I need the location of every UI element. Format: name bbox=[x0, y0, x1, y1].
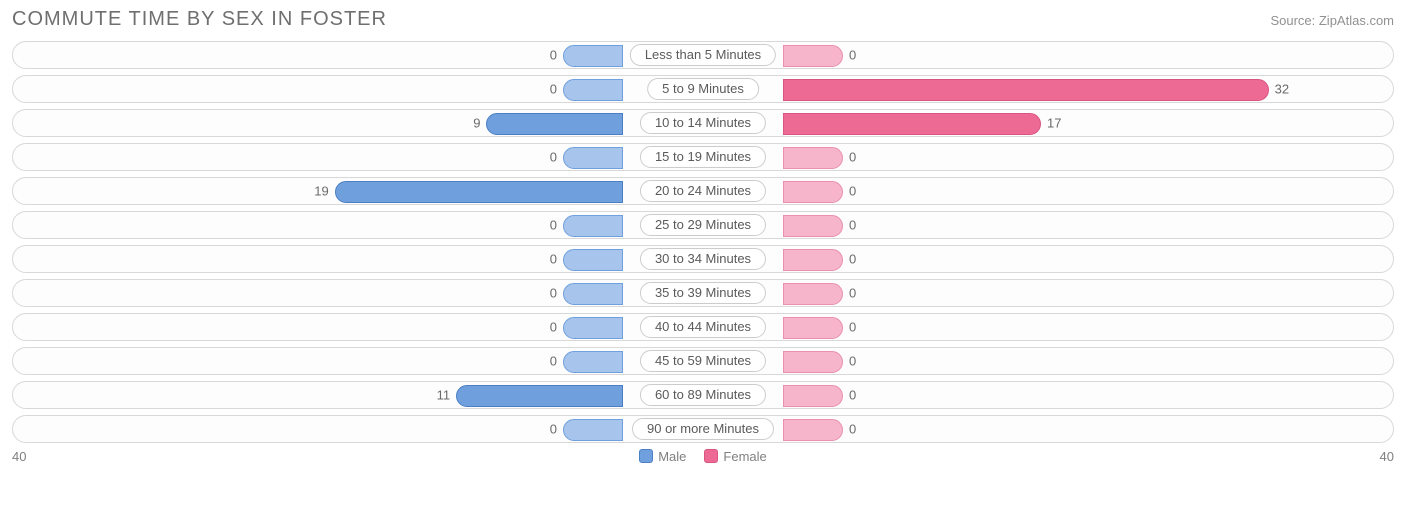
male-value: 0 bbox=[550, 286, 557, 301]
male-value: 0 bbox=[550, 320, 557, 335]
row-label: 40 to 44 Minutes bbox=[640, 316, 766, 338]
row-label: 30 to 34 Minutes bbox=[640, 248, 766, 270]
row-label: 5 to 9 Minutes bbox=[647, 78, 759, 100]
male-bar bbox=[563, 215, 623, 237]
female-value: 0 bbox=[849, 218, 856, 233]
chart-container: Commute Time by Sex in Foster Source: Zi… bbox=[0, 0, 1406, 470]
female-value: 0 bbox=[849, 286, 856, 301]
female-bar bbox=[783, 79, 1269, 101]
chart-row: 0 0 35 to 39 Minutes bbox=[12, 279, 1394, 307]
axis-right-max: 40 bbox=[1380, 449, 1394, 464]
female-value: 0 bbox=[849, 422, 856, 437]
female-value: 32 bbox=[1275, 82, 1289, 97]
chart-row: 0 0 25 to 29 Minutes bbox=[12, 211, 1394, 239]
chart-row: 0 0 30 to 34 Minutes bbox=[12, 245, 1394, 273]
male-value: 0 bbox=[550, 150, 557, 165]
chart-row: 0 0 90 or more Minutes bbox=[12, 415, 1394, 443]
male-value: 0 bbox=[550, 82, 557, 97]
female-value: 0 bbox=[849, 320, 856, 335]
legend-male: Male bbox=[639, 449, 686, 464]
male-bar bbox=[456, 385, 623, 407]
male-bar bbox=[486, 113, 623, 135]
chart-row: 0 32 5 to 9 Minutes bbox=[12, 75, 1394, 103]
chart-row: 0 0 40 to 44 Minutes bbox=[12, 313, 1394, 341]
female-value: 0 bbox=[849, 48, 856, 63]
male-value: 11 bbox=[437, 388, 451, 403]
female-value: 0 bbox=[849, 184, 856, 199]
row-label: 15 to 19 Minutes bbox=[640, 146, 766, 168]
row-label: 35 to 39 Minutes bbox=[640, 282, 766, 304]
chart-row: 11 0 60 to 89 Minutes bbox=[12, 381, 1394, 409]
legend-female-label: Female bbox=[723, 449, 766, 464]
male-value: 0 bbox=[550, 252, 557, 267]
male-value: 0 bbox=[550, 48, 557, 63]
row-label: 10 to 14 Minutes bbox=[640, 112, 766, 134]
male-bar bbox=[563, 351, 623, 373]
row-label: 45 to 59 Minutes bbox=[640, 350, 766, 372]
row-label: 60 to 89 Minutes bbox=[640, 384, 766, 406]
row-label: 90 or more Minutes bbox=[632, 418, 774, 440]
axis-left-max: 40 bbox=[12, 449, 26, 464]
female-bar bbox=[783, 215, 843, 237]
female-bar bbox=[783, 385, 843, 407]
row-label: 20 to 24 Minutes bbox=[640, 180, 766, 202]
female-bar bbox=[783, 249, 843, 271]
chart-row: 0 0 45 to 59 Minutes bbox=[12, 347, 1394, 375]
male-bar bbox=[563, 45, 623, 67]
chart-header: Commute Time by Sex in Foster Source: Zi… bbox=[12, 8, 1394, 31]
female-bar bbox=[783, 113, 1041, 135]
row-label: Less than 5 Minutes bbox=[630, 44, 776, 66]
chart-row: 19 0 20 to 24 Minutes bbox=[12, 177, 1394, 205]
male-bar bbox=[563, 317, 623, 339]
female-bar bbox=[783, 45, 843, 67]
female-bar bbox=[783, 317, 843, 339]
male-value: 0 bbox=[550, 354, 557, 369]
female-value: 0 bbox=[849, 354, 856, 369]
male-value: 0 bbox=[550, 422, 557, 437]
male-value: 19 bbox=[314, 184, 328, 199]
male-bar bbox=[563, 249, 623, 271]
row-label: 25 to 29 Minutes bbox=[640, 214, 766, 236]
female-bar bbox=[783, 181, 843, 203]
chart-rows: 0 0 Less than 5 Minutes 0 32 5 to 9 Minutes 9 1… bbox=[12, 41, 1394, 443]
chart-row: 9 17 10 to 14 Minutes bbox=[12, 109, 1394, 137]
male-bar bbox=[563, 419, 623, 441]
chart-row: 0 0 Less than 5 Minutes bbox=[12, 41, 1394, 69]
chart-title: Commute Time by Sex in Foster bbox=[12, 8, 387, 31]
male-bar bbox=[563, 79, 623, 101]
legend-female: Female bbox=[704, 449, 766, 464]
chart-legend: Male Female bbox=[639, 449, 767, 464]
male-bar bbox=[335, 181, 623, 203]
female-value: 0 bbox=[849, 252, 856, 267]
chart-source: Source: ZipAtlas.com bbox=[1270, 13, 1394, 28]
chart-footer: 40 Male Female 40 bbox=[12, 449, 1394, 464]
female-bar bbox=[783, 351, 843, 373]
female-swatch-icon bbox=[704, 449, 718, 463]
male-value: 0 bbox=[550, 218, 557, 233]
male-bar bbox=[563, 283, 623, 305]
male-swatch-icon bbox=[639, 449, 653, 463]
female-value: 0 bbox=[849, 150, 856, 165]
female-value: 17 bbox=[1047, 116, 1061, 131]
female-bar bbox=[783, 419, 843, 441]
male-bar bbox=[563, 147, 623, 169]
female-bar bbox=[783, 147, 843, 169]
legend-male-label: Male bbox=[658, 449, 686, 464]
male-value: 9 bbox=[473, 116, 480, 131]
female-value: 0 bbox=[849, 388, 856, 403]
chart-row: 0 0 15 to 19 Minutes bbox=[12, 143, 1394, 171]
female-bar bbox=[783, 283, 843, 305]
